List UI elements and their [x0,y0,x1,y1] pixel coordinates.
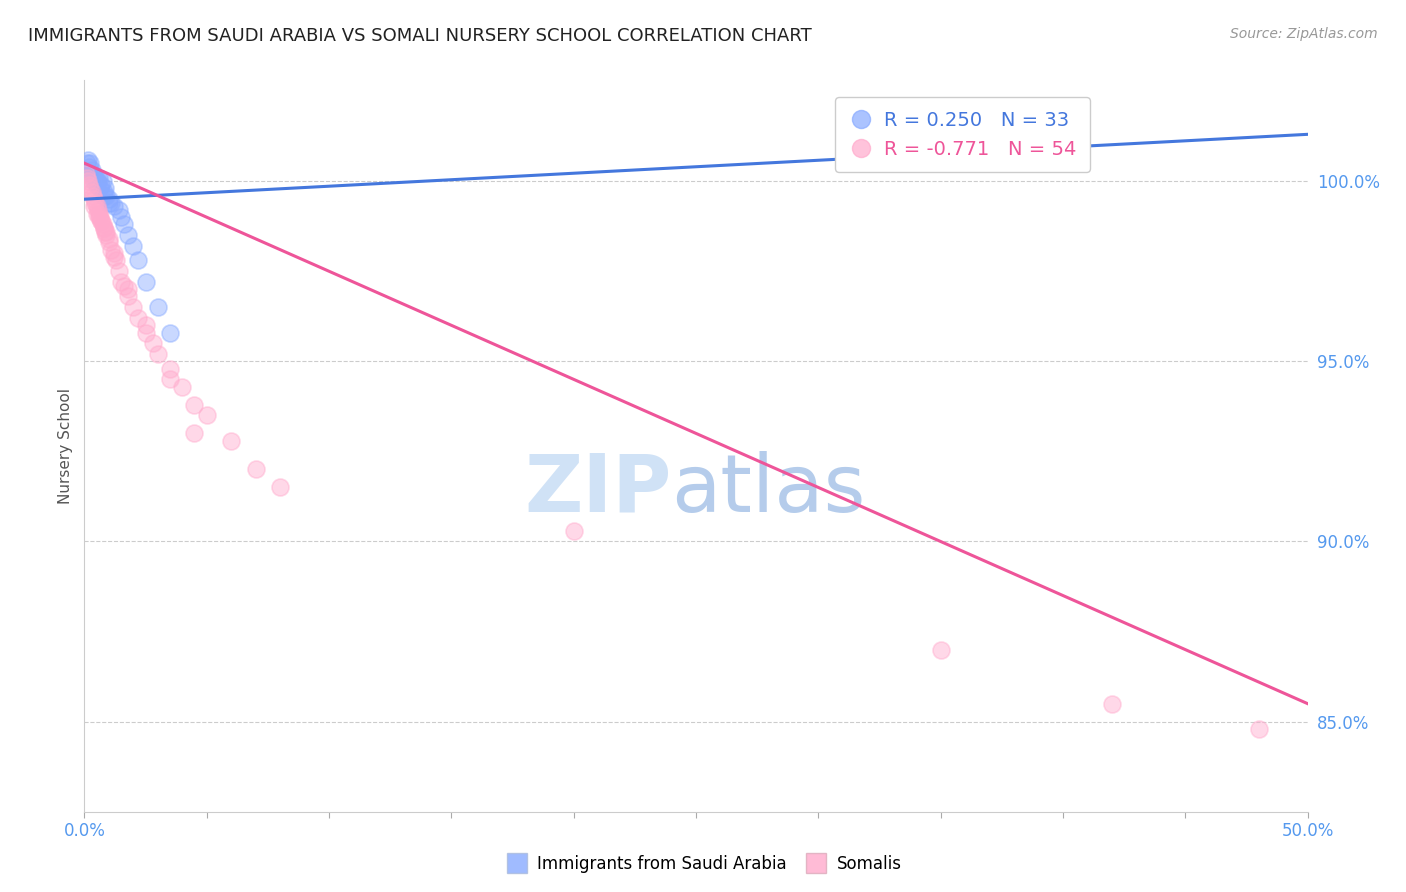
Text: atlas: atlas [672,450,866,529]
Point [90,178,112,192]
Point [110,210,132,224]
Point [80,185,103,199]
Point [86,174,108,188]
Point [183,398,205,412]
Point [94,225,117,239]
Point [80,163,103,178]
Point [86,178,108,192]
Point [142,336,165,351]
Point [103,246,125,260]
Text: IMMIGRANTS FROM SAUDI ARABIA VS SOMALI NURSERY SCHOOL CORRELATION CHART: IMMIGRANTS FROM SAUDI ARABIA VS SOMALI N… [28,27,811,45]
Point [135,318,157,333]
Point [83,192,105,206]
Point [107,264,129,278]
Point [84,195,107,210]
Point [269,480,291,494]
Point [97,232,120,246]
Point [90,214,112,228]
Point [90,214,112,228]
Point [87,174,110,188]
Point [75,167,97,181]
Text: ZIP: ZIP [524,450,672,529]
Point [83,199,105,213]
Point [84,170,107,185]
Point [96,225,118,239]
Point [89,210,111,224]
Point [245,462,267,476]
Point [87,170,110,185]
Point [195,409,218,423]
Point [112,218,135,232]
Point [112,278,135,293]
Point [97,195,120,210]
Point [76,170,98,185]
Point [93,188,115,202]
Point [93,221,115,235]
Point [82,188,104,202]
Point [146,300,169,314]
Point [79,181,101,195]
Point [86,199,108,213]
Point [91,174,114,188]
Legend: R = 0.250   N = 33, R = -0.771   N = 54: R = 0.250 N = 33, R = -0.771 N = 54 [835,97,1090,172]
Point [1247,722,1270,736]
Point [82,167,104,181]
Point [87,210,110,224]
Point [159,326,181,340]
Point [80,167,103,181]
Point [110,275,132,289]
Point [89,181,111,195]
Legend: Immigrants from Saudi Arabia, Somalis: Immigrants from Saudi Arabia, Somalis [498,848,908,880]
Point [79,156,101,170]
Point [77,160,100,174]
Point [219,434,242,448]
Point [97,192,120,206]
Point [100,243,122,257]
Point [93,185,115,199]
Point [103,250,125,264]
Point [105,253,128,268]
Point [122,239,145,253]
Point [159,361,181,376]
Point [172,379,194,393]
Point [94,181,117,195]
Point [77,174,100,188]
Point [97,235,120,250]
Point [87,206,110,220]
Point [91,218,114,232]
Point [103,199,125,213]
Point [117,228,139,243]
Point [100,195,122,210]
Point [183,426,205,441]
Point [117,282,139,296]
Point [929,642,952,657]
Point [159,372,181,386]
Point [562,524,585,538]
Point [96,228,118,243]
Point [135,275,157,289]
Point [117,289,139,303]
Point [86,206,108,220]
Point [87,202,110,217]
Point [127,253,149,268]
Y-axis label: Nursery School: Nursery School [58,388,73,504]
Point [93,221,115,235]
Text: Source: ZipAtlas.com: Source: ZipAtlas.com [1230,27,1378,41]
Point [107,202,129,217]
Point [122,300,145,314]
Point [96,188,118,202]
Point [146,347,169,361]
Point [77,178,100,192]
Point [135,326,157,340]
Point [76,156,98,170]
Point [83,174,105,188]
Point [1101,697,1123,711]
Point [127,311,149,326]
Point [77,153,100,167]
